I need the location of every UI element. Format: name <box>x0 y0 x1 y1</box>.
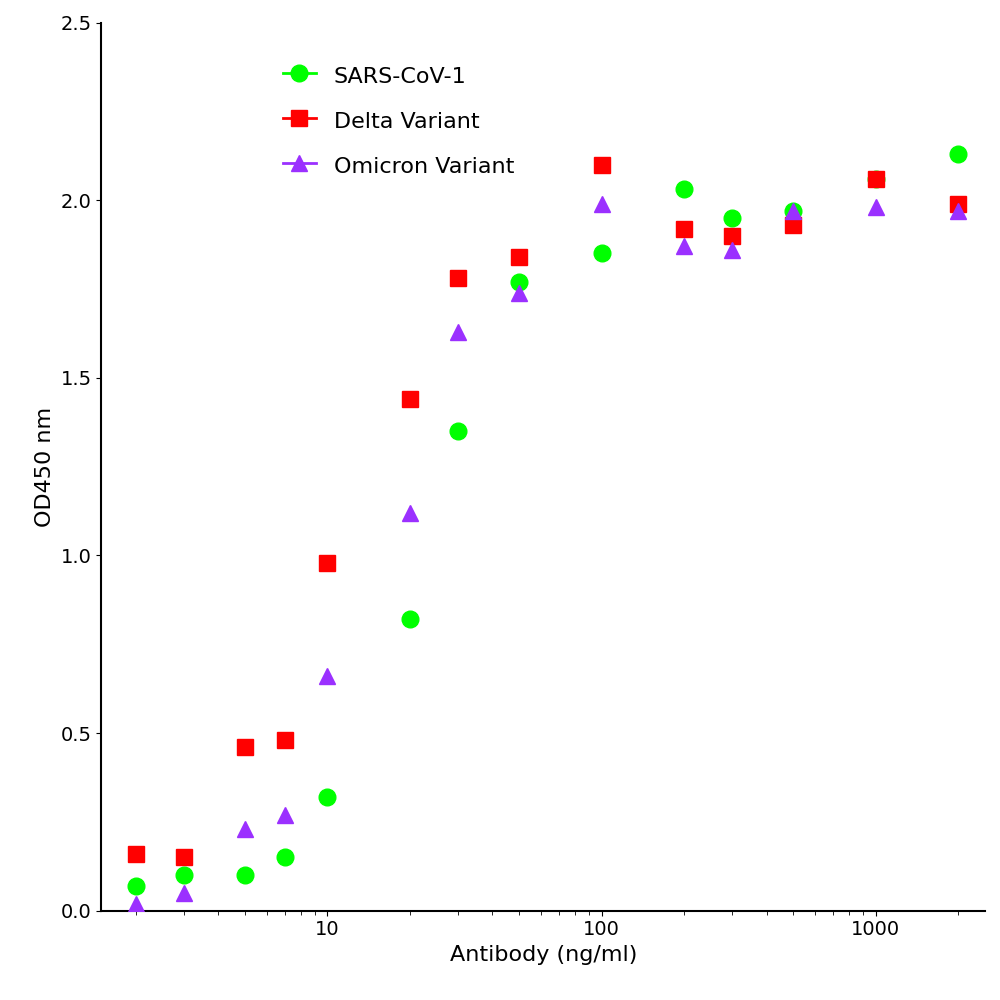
Y-axis label: OD450 nm: OD450 nm <box>35 407 55 527</box>
Legend: SARS-CoV-1, Delta Variant, Omicron Variant: SARS-CoV-1, Delta Variant, Omicron Varia… <box>272 51 525 190</box>
X-axis label: Antibody (ng/ml): Antibody (ng/ml) <box>450 945 637 965</box>
